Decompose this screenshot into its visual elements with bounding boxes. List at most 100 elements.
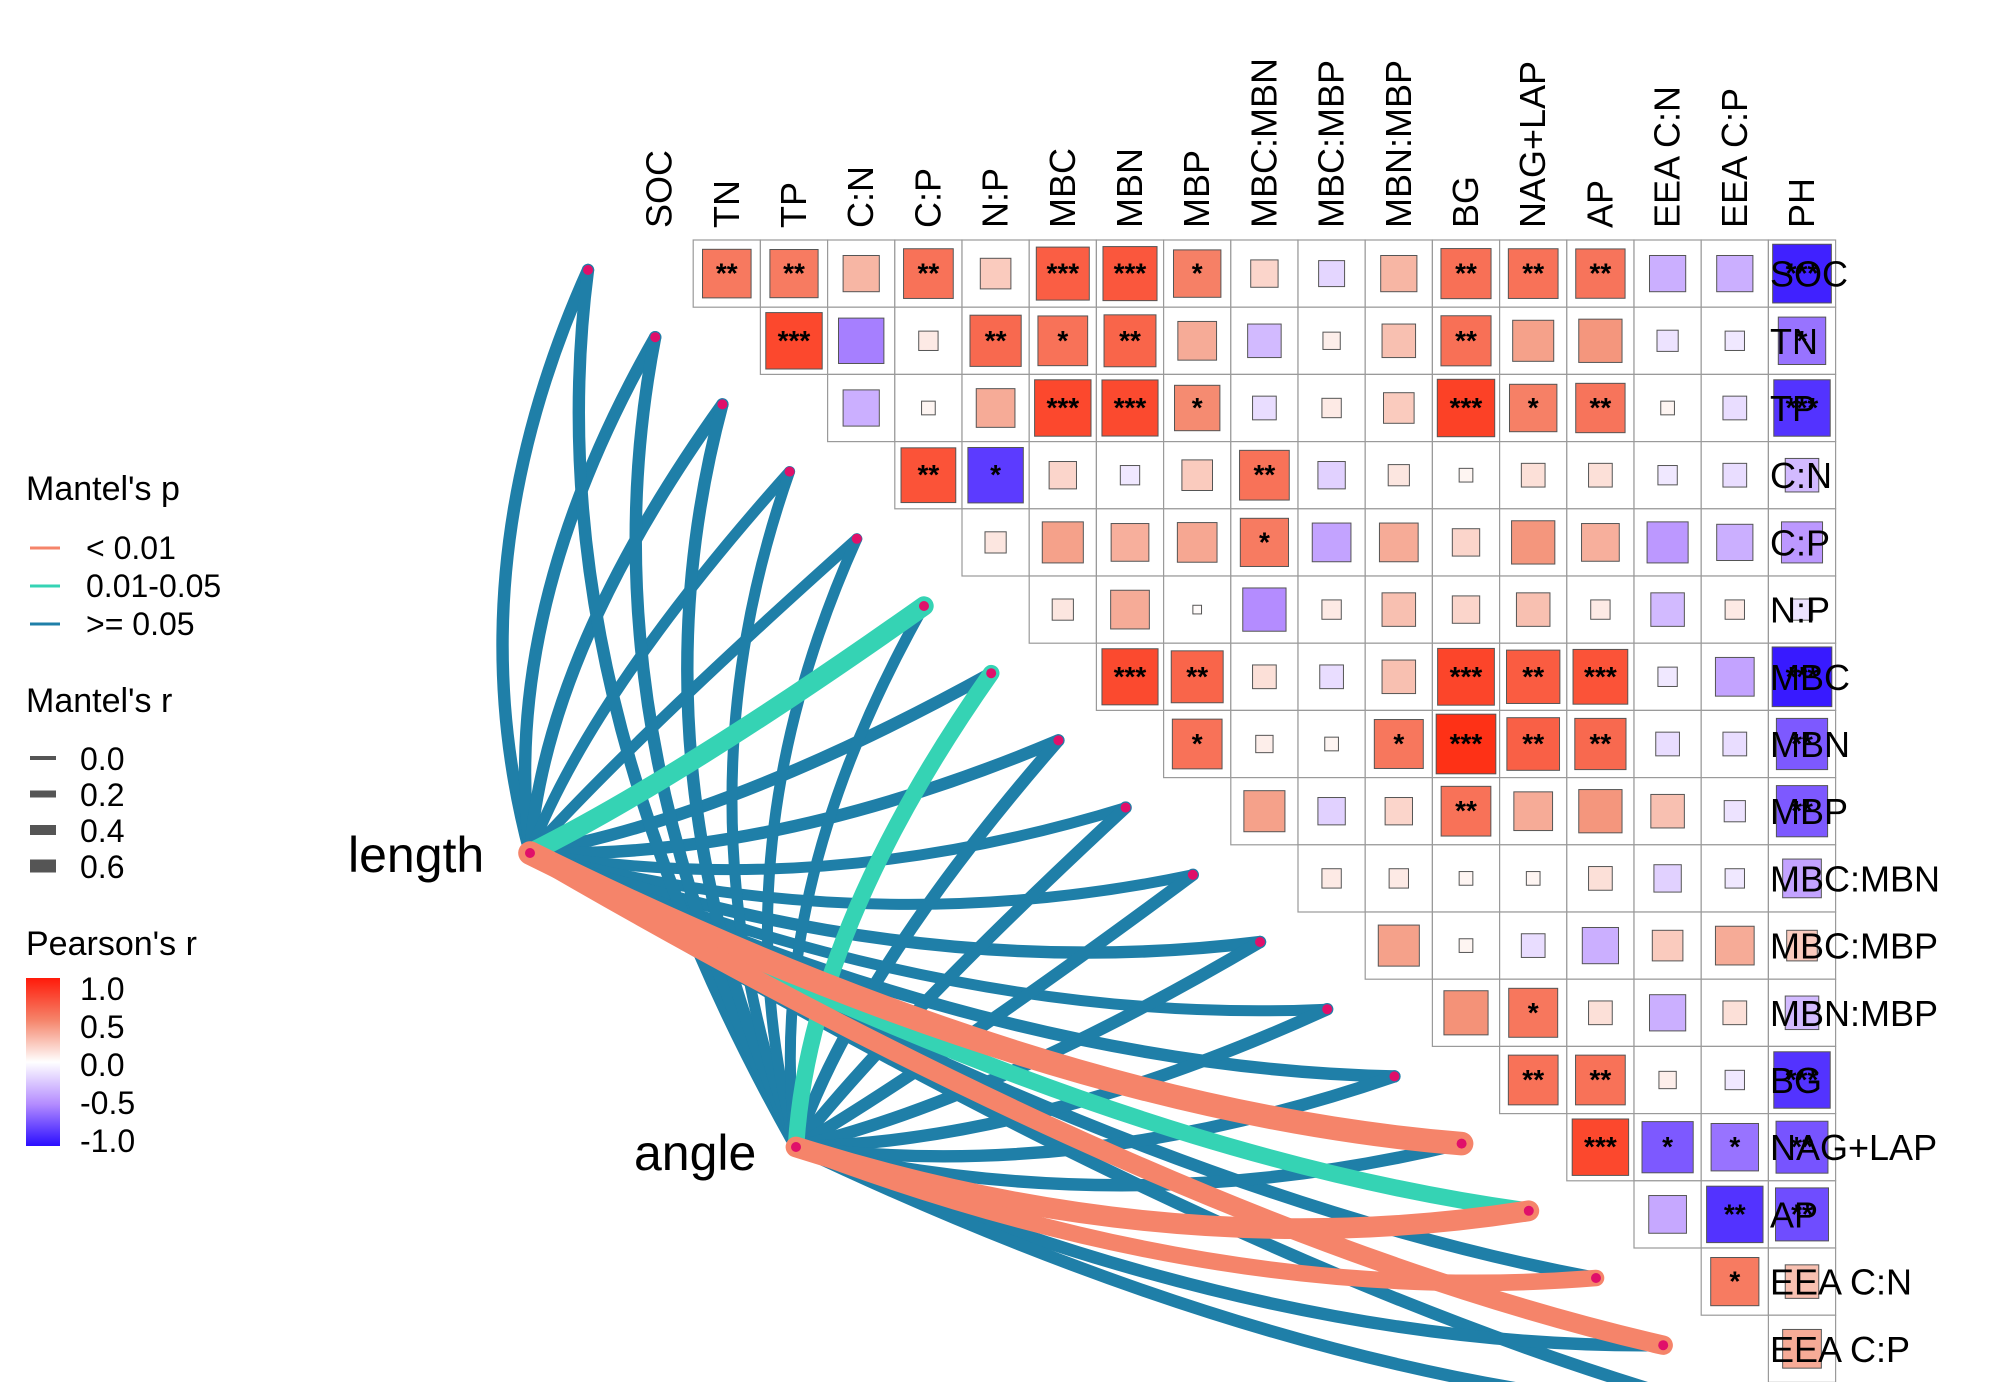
link-length-tp — [523, 398, 729, 860]
corr-square-tp-c-n — [842, 389, 880, 427]
node-soc — [583, 265, 593, 275]
link-length-c-p — [524, 533, 863, 859]
sig-marker-ap-ph: ** — [1791, 1198, 1813, 1229]
corr-square-tp-ap — [1575, 382, 1626, 434]
row-label-c-p: C:P — [1770, 522, 1830, 563]
row-label-eea-c-n: EEA C:N — [1770, 1262, 1912, 1303]
node-n-p — [919, 601, 929, 611]
sig-marker-soc-mbp: * — [1192, 258, 1203, 289]
corr-square-c-n-ph — [1784, 457, 1820, 493]
legend-pearson-title: Pearson's r — [26, 925, 197, 963]
sig-marker-tn-bg: ** — [1455, 325, 1477, 356]
col-label-tn: TN — [706, 180, 747, 228]
corr-square-n-p-mbc — [1051, 598, 1074, 621]
corr-square-tn-ph — [1777, 316, 1827, 366]
corr-square-mbc-mbn — [1101, 648, 1159, 706]
pearson-tick-4: -1.0 — [80, 1123, 135, 1159]
sig-marker-mbc-mbp: ** — [1186, 661, 1208, 692]
link-angle-n-p — [784, 600, 930, 1153]
link-length-soc — [496, 263, 595, 860]
sig-marker-bg-ap: ** — [1590, 1064, 1612, 1095]
link-nodes — [525, 265, 1669, 1351]
corr-square-tp-mbn-mbp — [1383, 392, 1415, 424]
sig-marker-bg-ph: *** — [1786, 1064, 1819, 1095]
corr-square-c-p-ph — [1780, 521, 1824, 564]
corr-square-n-p-mbc-mbn — [1242, 587, 1287, 632]
corr-square-mbp-mbc-mbp — [1317, 797, 1346, 826]
corr-square-c-p-n-p — [984, 531, 1007, 554]
corr-square-mbc-nag-plus-lap — [1506, 649, 1561, 704]
corr-square-c-p-nag-plus-lap — [1511, 520, 1556, 565]
corr-square-soc-ph — [1772, 243, 1832, 304]
corr-square-n-p-mbn — [1110, 589, 1150, 630]
sig-marker-c-p-mbc-mbn: * — [1259, 526, 1270, 557]
col-label-mbc-mbp: MBC:MBP — [1311, 60, 1352, 228]
corr-square-mbc-mbn-ap — [1588, 866, 1613, 891]
sig-marker-c-n-c-p: ** — [918, 459, 940, 490]
corr-square-mbc-mbc-mbp — [1319, 664, 1344, 690]
corr-square-mbp-mbn-mbp — [1384, 797, 1413, 826]
corr-square-nag-plus-lap-eea-c-p — [1710, 1122, 1760, 1172]
pearson-tick-1: 0.5 — [80, 1009, 124, 1045]
node-c-p — [851, 533, 862, 544]
col-label-nag-plus-lap: NAG+LAP — [1512, 61, 1553, 228]
corr-square-c-p-mbc — [1041, 521, 1084, 564]
corr-square-mbc-eea-c-p — [1714, 656, 1755, 697]
node-eea-c-n — [1591, 1273, 1601, 1283]
link-length-eea-c-p — [520, 843, 1673, 1355]
corr-square-mbp-mbc-mbn — [1243, 790, 1286, 833]
link-angle-tn — [629, 331, 803, 1154]
corr-square-mbc-mbn-ph — [1782, 858, 1822, 899]
corr-square-c-n-n-p — [967, 446, 1024, 504]
node-mbn-mbp — [1322, 1004, 1333, 1015]
col-label-ap: AP — [1579, 180, 1620, 228]
corr-square-mbn-eea-c-p — [1722, 731, 1748, 757]
sig-marker-tp-ph: *** — [1786, 392, 1819, 423]
corr-square-bg-eea-c-n — [1658, 1070, 1677, 1090]
corr-square-mbp-eea-c-n — [1650, 793, 1685, 829]
sig-marker-soc-mbc: *** — [1046, 258, 1079, 289]
link-angle-mbp — [789, 801, 1132, 1154]
node-mbc — [986, 668, 997, 679]
col-label-tp: TP — [773, 182, 814, 228]
mantel-links — [496, 263, 1673, 1382]
corr-square-soc-c-p — [903, 248, 954, 299]
corr-square-n-p-ph — [1790, 598, 1814, 621]
corr-square-bg-eea-c-p — [1724, 1069, 1745, 1091]
node-eea-c-p — [1658, 1340, 1669, 1351]
node-ap — [1523, 1205, 1534, 1216]
link-length-mbc — [523, 667, 998, 860]
corr-square-eea-c-p-ph — [1782, 1328, 1822, 1369]
corr-square-tp-bg — [1436, 378, 1496, 438]
sig-marker-soc-tn: ** — [716, 258, 738, 289]
grid-cell-soc-mbc-mbn — [1230, 239, 1299, 308]
corr-square-c-p-mbc-mbn — [1239, 517, 1289, 567]
corr-square-c-n-mbc — [1048, 461, 1077, 490]
legend-p-label-2: >= 0.05 — [86, 606, 195, 642]
col-label-soc: SOC — [639, 150, 680, 228]
corr-square-mbc-mbp — [1170, 650, 1224, 704]
corr-square-bg-nag-plus-lap — [1507, 1054, 1559, 1106]
corr-square-n-p-nag-plus-lap — [1515, 592, 1551, 627]
grid-cell-soc-c-n — [826, 239, 896, 308]
corr-square-bg-ap — [1575, 1054, 1626, 1106]
corr-square-n-p-ap — [1590, 599, 1611, 620]
corr-square-mbc-bg — [1437, 647, 1495, 706]
corr-square-tn-eea-c-n — [1656, 329, 1679, 352]
corr-square-mbp-ph — [1775, 785, 1829, 838]
corr-square-mbc-eea-c-n — [1657, 666, 1678, 687]
sig-marker-mbn-mbn-mbp: * — [1393, 728, 1404, 759]
pearson-tick-0: 1.0 — [80, 971, 124, 1007]
corr-square-soc-mbn-mbp — [1380, 254, 1418, 293]
row-label-mbc-mbn: MBC:MBN — [1770, 858, 1940, 899]
grid-cell-mbn-mbc-mbp — [1297, 709, 1366, 779]
node-tn — [650, 332, 661, 343]
node-length — [525, 848, 535, 858]
corr-square-soc-tn — [702, 248, 752, 299]
corr-square-tn-eea-c-p — [1724, 330, 1745, 351]
sig-marker-eea-c-n-eea-c-p: * — [1729, 1266, 1740, 1297]
node-c-n — [784, 466, 795, 477]
sig-marker-tp-mbc: *** — [1046, 392, 1079, 423]
corr-square-mbc-mbp-eea-c-n — [1651, 929, 1684, 962]
col-label-c-p: C:P — [907, 168, 948, 228]
